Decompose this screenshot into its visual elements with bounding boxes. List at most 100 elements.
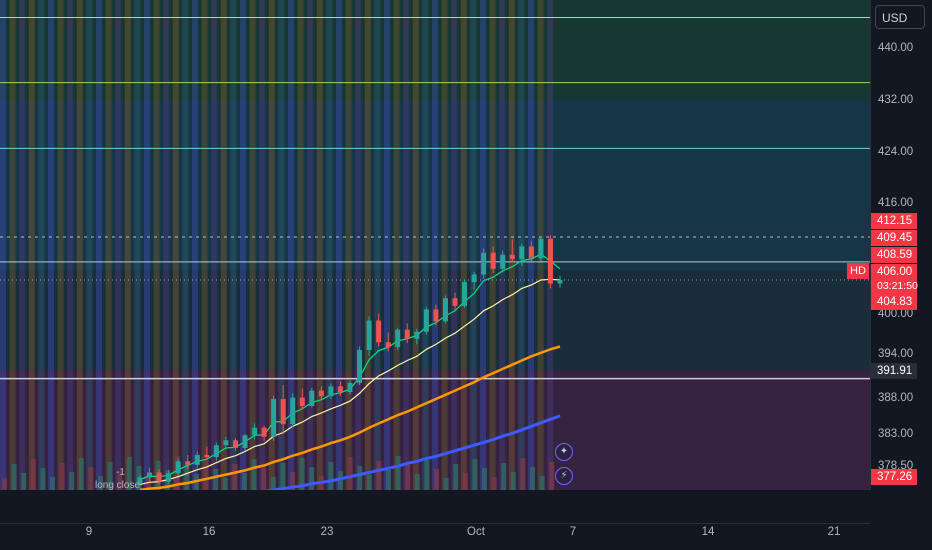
- volume-bar: [501, 463, 507, 490]
- session-stripe: [480, 0, 486, 490]
- volume-bar: [530, 467, 535, 490]
- date-tick: 7: [569, 526, 577, 538]
- volume-bar: [347, 457, 353, 490]
- volume-bar: [414, 474, 420, 490]
- session-stripe: [364, 0, 371, 490]
- session-stripe: [374, 0, 381, 490]
- session-stripe: [9, 0, 16, 490]
- candle-body: [481, 252, 487, 275]
- candle-body: [471, 274, 477, 283]
- volume-bar: [549, 462, 555, 490]
- session-stripe: [278, 0, 285, 490]
- volume-bar: [357, 466, 363, 490]
- ma-long-line: [263, 414, 561, 490]
- level-tag: 408.59: [871, 247, 917, 263]
- session-stripe: [460, 0, 467, 490]
- sparkle-icon[interactable]: ✦: [555, 443, 573, 461]
- candle-body: [261, 427, 267, 437]
- session-stripe: [422, 0, 429, 490]
- candle-body: [204, 455, 210, 458]
- candle-body: [232, 440, 238, 448]
- session-stripe: [499, 0, 506, 490]
- date-tick: Oct: [467, 526, 485, 538]
- price-chart[interactable]: [0, 0, 870, 490]
- price-tick: 388.00: [878, 392, 914, 404]
- candle-body: [433, 309, 439, 322]
- volume-bar: [59, 463, 65, 490]
- volume-bar: [50, 477, 55, 490]
- volume-bar: [520, 458, 526, 490]
- lightning-icon[interactable]: ⚡: [555, 467, 573, 485]
- session-stripe: [230, 0, 237, 490]
- session-stripe: [201, 0, 208, 490]
- price-tick: 383.00: [878, 428, 914, 440]
- volume-bar: [434, 469, 439, 490]
- candle-body: [156, 472, 162, 482]
- candle-body: [280, 399, 286, 425]
- ma-slow-line: [139, 345, 561, 490]
- volume-bar: [213, 469, 219, 490]
- volume-bar: [482, 468, 487, 490]
- volume-bar: [491, 477, 497, 490]
- candle-body: [242, 435, 248, 448]
- session-stripe: [345, 0, 352, 490]
- candle-body: [137, 477, 143, 483]
- date-tick: 16: [202, 526, 216, 538]
- volume-bar: [338, 471, 343, 490]
- chart-pane[interactable]: -1 long close ✦ ⚡ HD: [0, 0, 870, 490]
- candle-body: [442, 298, 448, 322]
- session-stripe: [134, 0, 141, 490]
- candle-body: [538, 238, 544, 259]
- candle-body: [452, 298, 458, 306]
- symbol-tag: HD: [847, 263, 869, 279]
- volume-bar: [30, 459, 36, 490]
- session-stripe: [355, 0, 362, 490]
- time-axis[interactable]: 9 16 23 Oct 7 14 21: [0, 490, 932, 550]
- currency-button[interactable]: USD: [875, 5, 925, 29]
- candle-body: [404, 329, 410, 339]
- session-stripe: [192, 0, 198, 490]
- session-stripe: [412, 0, 419, 490]
- volume-bar: [232, 464, 238, 490]
- session-stripe: [297, 0, 304, 490]
- candle-body: [337, 386, 343, 392]
- price-tick: 394.00: [878, 348, 914, 360]
- session-stripe: [124, 0, 131, 490]
- volume-bar: [472, 459, 478, 490]
- candle-body: [223, 440, 229, 446]
- candle-body: [166, 473, 172, 482]
- candle-body: [395, 329, 401, 348]
- volume-bar: [242, 473, 247, 490]
- candle-body: [547, 238, 553, 284]
- candle-body: [500, 254, 506, 269]
- bar-countdown: 03:21:50: [877, 280, 918, 292]
- session-stripe: [76, 0, 83, 490]
- volume-bar: [395, 456, 401, 490]
- target-zone: [0, 0, 870, 100]
- session-stripe: [172, 0, 179, 490]
- signal-text-label: long close: [95, 480, 141, 490]
- candle-body: [309, 390, 315, 406]
- date-tick: 14: [701, 526, 715, 538]
- price-tick: 416.00: [878, 197, 914, 209]
- session-stripe: [19, 0, 26, 490]
- candle-body: [290, 397, 296, 425]
- volume-bar: [270, 477, 276, 490]
- candle-body: [213, 445, 219, 458]
- last-price-value: 406.00: [877, 266, 913, 278]
- volume-bar: [328, 462, 334, 490]
- session-stripe: [67, 0, 74, 490]
- last-price-tag: 406.00 03:21:50: [871, 264, 918, 294]
- candle-body: [271, 399, 277, 437]
- volume-bar: [443, 478, 449, 490]
- session-stripe: [403, 0, 410, 490]
- signal-count-label: -1: [116, 467, 125, 478]
- volume-bar: [203, 460, 209, 490]
- session-stripe: [451, 0, 458, 490]
- candle-body: [376, 320, 382, 343]
- volume-bar: [88, 467, 94, 490]
- session-stripe: [384, 0, 390, 490]
- candle-body: [328, 386, 334, 397]
- session-stripe: [57, 0, 64, 490]
- session-stripe: [220, 0, 227, 490]
